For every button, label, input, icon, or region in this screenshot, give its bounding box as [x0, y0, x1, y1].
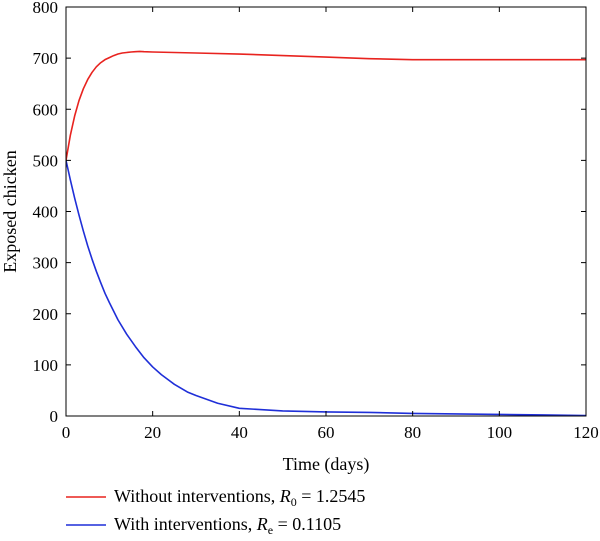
- x-tick-label: 0: [62, 423, 71, 442]
- legend-label-with-interventions: With interventions, Re = 0.1105: [114, 514, 341, 537]
- y-tick-label: 400: [33, 203, 59, 222]
- y-tick-label: 800: [33, 0, 59, 17]
- legend-label-subscript: e: [268, 523, 273, 537]
- ticks-layer: [65, 6, 587, 417]
- y-tick-label: 300: [33, 254, 59, 273]
- legend-label-prefix: With interventions,: [114, 514, 257, 534]
- legend-label-without-interventions: Without interventions, R0 = 1.2545: [114, 486, 365, 509]
- x-tick-label: 80: [404, 423, 421, 442]
- x-tick-label: 40: [231, 423, 248, 442]
- y-tick-label: 0: [50, 407, 59, 426]
- plot-frame: [65, 6, 587, 417]
- y-tick-label: 600: [33, 100, 59, 119]
- legend-label-suffix: = 1.2545: [297, 486, 366, 506]
- legend: Without interventions, R0 = 1.2545 With …: [66, 486, 365, 537]
- y-tick-label: 500: [33, 151, 59, 170]
- y-tick-label: 200: [33, 305, 59, 324]
- series-layer: [66, 50, 586, 416]
- x-tick-label: 20: [144, 423, 161, 442]
- x-tick-label: 60: [318, 423, 335, 442]
- x-axis-title: Time (days): [283, 454, 370, 475]
- y-axis-title: Exposed chicken: [0, 150, 20, 272]
- tick-labels-layer: 0 20 40 60 80 100 120 0 100 200 300 400 500 600 700 800: [33, 0, 599, 442]
- legend-label-symbol: R: [256, 514, 268, 534]
- legend-label-symbol: R: [279, 486, 291, 506]
- series-line-without-interventions: [66, 50, 586, 161]
- legend-label-prefix: Without interventions,: [114, 486, 280, 506]
- x-tick-label: 120: [573, 423, 599, 442]
- x-tick-label: 100: [487, 423, 513, 442]
- y-tick-label: 700: [33, 49, 59, 68]
- legend-label-subscript: 0: [291, 495, 297, 509]
- series-line-with-interventions: [66, 160, 586, 416]
- legend-label-suffix: = 0.1105: [273, 514, 341, 534]
- y-tick-label: 100: [33, 356, 59, 375]
